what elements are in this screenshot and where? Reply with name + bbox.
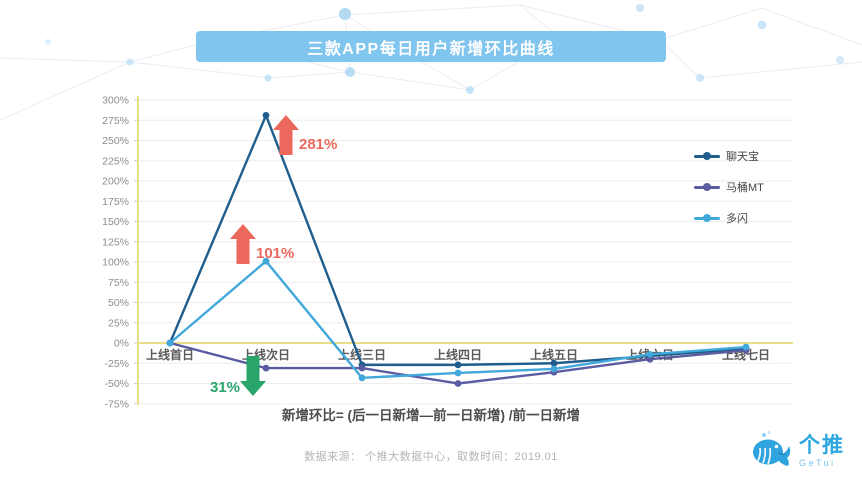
- legend-label: 多闪: [726, 213, 748, 225]
- whale-icon: [753, 431, 791, 466]
- annotation-label: 101%: [256, 245, 294, 262]
- x-tick-label: 上线五日: [530, 347, 578, 362]
- y-tick-label: 225%: [102, 155, 129, 167]
- up-arrow-icon: [273, 115, 299, 155]
- annotation-label: 281%: [299, 136, 337, 153]
- down-arrow-icon: [240, 356, 266, 396]
- legend-item-matong-mt: 马桶MT: [694, 181, 764, 194]
- chart-legend: 聊天宝马桶MT 多闪: [694, 150, 764, 225]
- x-tick-label: 上线三日: [338, 347, 386, 362]
- y-tick-label: -25%: [104, 358, 129, 370]
- data-point-liaotianbao: [454, 361, 462, 369]
- data-point-duoshan: [262, 257, 270, 265]
- data-point-duoshan: [646, 350, 654, 358]
- data-point-duoshan: [742, 343, 750, 351]
- legend-label: 聊天宝: [726, 151, 759, 163]
- up-arrow-icon: [230, 224, 256, 264]
- legend-dot-marker: [703, 152, 711, 160]
- data-point-liaotianbao: [262, 111, 270, 119]
- legend-line-marker: [694, 214, 720, 222]
- y-tick-label: -75%: [104, 398, 129, 410]
- logo-subtext: GeTui: [799, 457, 836, 468]
- y-tick-label: 100%: [102, 257, 129, 269]
- data-point-matong-mt: [454, 380, 462, 387]
- data-point-liaotianbao: [550, 359, 558, 367]
- y-tick-label: 0%: [114, 338, 129, 350]
- y-tick-label: 200%: [102, 176, 129, 188]
- data-point-matong-mt: [646, 355, 654, 363]
- y-tick-label: 175%: [102, 196, 129, 208]
- y-tick-label: 300%: [102, 95, 129, 107]
- x-tick-label: 上线四日: [434, 347, 482, 362]
- legend-line-marker: [694, 183, 720, 191]
- y-tick-label: 275%: [102, 115, 129, 127]
- data-point-duoshan: [454, 369, 462, 377]
- legend-dot-marker: [703, 183, 711, 191]
- logo-text: 个推: [799, 433, 845, 457]
- data-point-duoshan: [166, 339, 174, 347]
- legend-dot-marker: [703, 214, 711, 222]
- data-source-note: 数据来源： 个推大数据中心，取数时间：2019.01: [304, 451, 558, 463]
- y-tick-label: 150%: [102, 216, 129, 228]
- data-point-duoshan: [358, 374, 366, 382]
- legend-item-duoshan: 多闪: [694, 212, 764, 225]
- data-point-matong-mt: [262, 364, 270, 372]
- legend-line-marker: [694, 152, 720, 160]
- getui-logo: 个推 GeTui: [750, 429, 845, 473]
- y-tick-label: 250%: [102, 135, 129, 147]
- chart-title-banner: 三款APP每日用户新增环比曲线: [196, 31, 666, 62]
- y-tick-label: 75%: [108, 277, 129, 289]
- data-point-matong-mt: [358, 364, 366, 372]
- x-tick-label: 上线首日: [146, 347, 194, 362]
- data-point-duoshan: [550, 365, 558, 373]
- legend-label: 马桶MT: [726, 182, 764, 194]
- y-tick-label: 25%: [108, 317, 129, 329]
- y-tick-label: 125%: [102, 236, 129, 248]
- legend-item-liaotianbao: 聊天宝: [694, 150, 764, 163]
- y-tick-label: 50%: [108, 297, 129, 309]
- series-line-liaotianbao: [168, 114, 748, 367]
- chart-title: 三款APP每日用户新增环比曲线: [307, 40, 555, 58]
- formula-caption: 新增环比= (后一日新增—前一日新增) /前一日新增: [281, 408, 581, 423]
- annotation-label: 31%: [210, 379, 240, 396]
- y-tick-label: -50%: [104, 378, 129, 390]
